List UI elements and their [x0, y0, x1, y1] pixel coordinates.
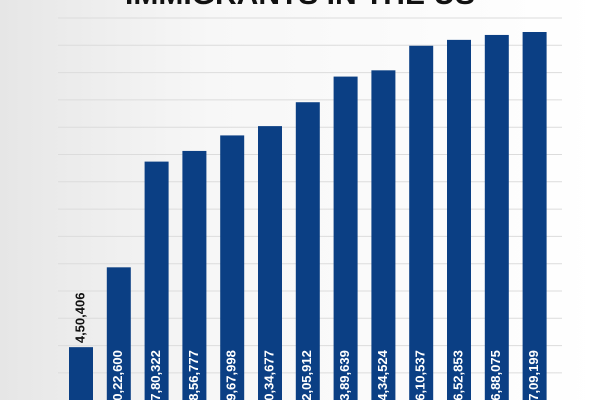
bar — [258, 126, 282, 400]
bar — [220, 135, 245, 400]
chart-title: IMMIGRANTS IN THE US — [125, 0, 475, 11]
value-label: 23,89,639 — [337, 350, 352, 400]
bar — [371, 70, 396, 400]
value-label: 26,88,075 — [488, 350, 503, 400]
value-label: 27,09,199 — [526, 350, 541, 400]
value-label: 18,56,777 — [186, 350, 201, 400]
bar — [182, 150, 207, 400]
bar — [144, 161, 169, 400]
bar — [447, 39, 471, 400]
bar — [484, 34, 509, 400]
value-label: 4,50,406 — [72, 293, 87, 344]
value-label: 26,52,853 — [450, 350, 465, 400]
bar — [69, 347, 93, 400]
value-label: 10,22,600 — [110, 350, 125, 400]
bar — [333, 76, 358, 400]
bar — [522, 32, 547, 400]
value-label: 22,05,912 — [299, 350, 314, 400]
bar — [295, 102, 320, 400]
value-label: 24,34,524 — [375, 349, 390, 400]
bars: 4,50,406 10,22,600 17,80,322 18,56,777 19,67… — [69, 32, 547, 400]
bar — [409, 45, 434, 400]
value-label: 26,10,537 — [413, 350, 428, 400]
bar — [106, 267, 131, 400]
value-label: 19,67,998 — [224, 350, 239, 400]
value-label: 20,34,677 — [261, 350, 276, 400]
value-label: 17,80,322 — [148, 350, 163, 400]
